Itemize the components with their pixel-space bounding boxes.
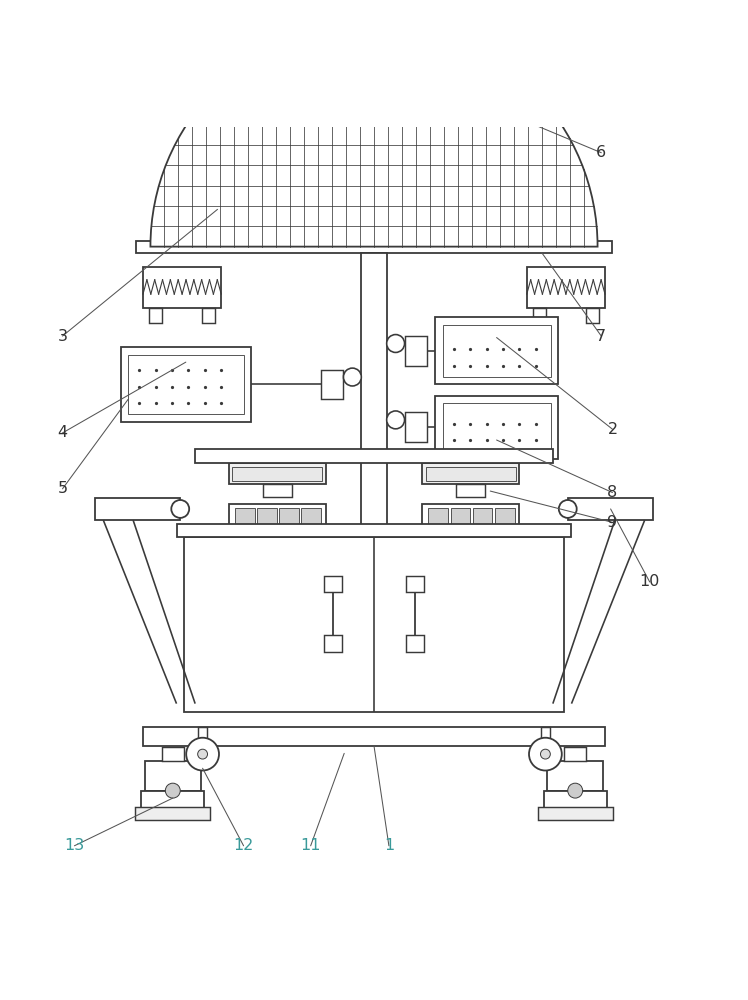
Bar — [149, 308, 162, 323]
Circle shape — [387, 411, 405, 429]
Bar — [263, 484, 292, 497]
Text: 11: 11 — [301, 838, 321, 853]
Bar — [548, 761, 603, 791]
Bar — [443, 403, 551, 452]
Bar — [406, 635, 424, 652]
Bar — [279, 508, 298, 529]
Bar — [235, 508, 254, 529]
Bar — [538, 807, 613, 820]
Bar — [435, 396, 558, 459]
Bar — [120, 347, 251, 422]
Bar — [450, 508, 470, 529]
Text: 5: 5 — [58, 481, 67, 496]
Circle shape — [568, 783, 583, 798]
Bar — [229, 504, 325, 534]
Bar — [128, 355, 244, 414]
Bar — [324, 635, 342, 652]
Bar — [321, 370, 343, 399]
Circle shape — [165, 783, 180, 798]
Bar — [233, 467, 322, 481]
Circle shape — [559, 500, 577, 518]
Bar — [456, 484, 485, 497]
Circle shape — [541, 749, 551, 759]
Bar — [367, 541, 381, 597]
Bar — [229, 463, 325, 484]
Bar — [568, 498, 654, 520]
Circle shape — [197, 749, 207, 759]
Text: 6: 6 — [596, 145, 607, 160]
Text: 1: 1 — [384, 838, 394, 853]
Bar — [406, 576, 424, 592]
Bar — [443, 325, 551, 377]
Bar — [143, 267, 221, 308]
Bar — [405, 336, 427, 366]
Bar — [586, 308, 599, 323]
Text: 4: 4 — [58, 425, 67, 440]
Bar — [143, 727, 605, 746]
Bar — [177, 524, 571, 537]
Circle shape — [529, 738, 562, 771]
Bar — [195, 449, 553, 463]
Text: 13: 13 — [64, 838, 85, 853]
Bar — [429, 508, 448, 529]
Bar — [494, 508, 515, 529]
Wedge shape — [150, 23, 598, 247]
Bar — [527, 267, 605, 308]
Text: 3: 3 — [58, 329, 67, 344]
Text: 2: 2 — [607, 422, 618, 437]
Bar — [423, 504, 519, 534]
Bar — [94, 498, 180, 520]
Bar — [544, 791, 607, 809]
Bar — [533, 308, 546, 323]
Text: 8: 8 — [607, 485, 618, 500]
Bar — [135, 241, 613, 253]
Text: 10: 10 — [640, 574, 660, 589]
Bar — [301, 508, 321, 529]
Bar — [423, 463, 519, 484]
Bar — [135, 807, 210, 820]
Circle shape — [343, 368, 361, 386]
Bar — [473, 508, 492, 529]
Bar — [184, 537, 564, 712]
Text: 7: 7 — [596, 329, 607, 344]
Circle shape — [171, 500, 189, 518]
Bar — [435, 317, 558, 384]
Bar — [361, 556, 387, 575]
Bar — [405, 412, 427, 442]
Bar — [198, 727, 207, 740]
Bar — [541, 727, 550, 740]
Circle shape — [186, 738, 219, 771]
Bar — [162, 747, 184, 761]
Bar — [361, 253, 387, 541]
Bar — [426, 467, 515, 481]
Bar — [202, 308, 215, 323]
Text: 9: 9 — [607, 515, 618, 530]
Bar — [324, 576, 342, 592]
Text: 12: 12 — [233, 838, 254, 853]
Bar — [257, 508, 277, 529]
Circle shape — [387, 335, 405, 352]
Bar — [145, 761, 200, 791]
Bar — [564, 747, 586, 761]
Bar — [141, 791, 204, 809]
